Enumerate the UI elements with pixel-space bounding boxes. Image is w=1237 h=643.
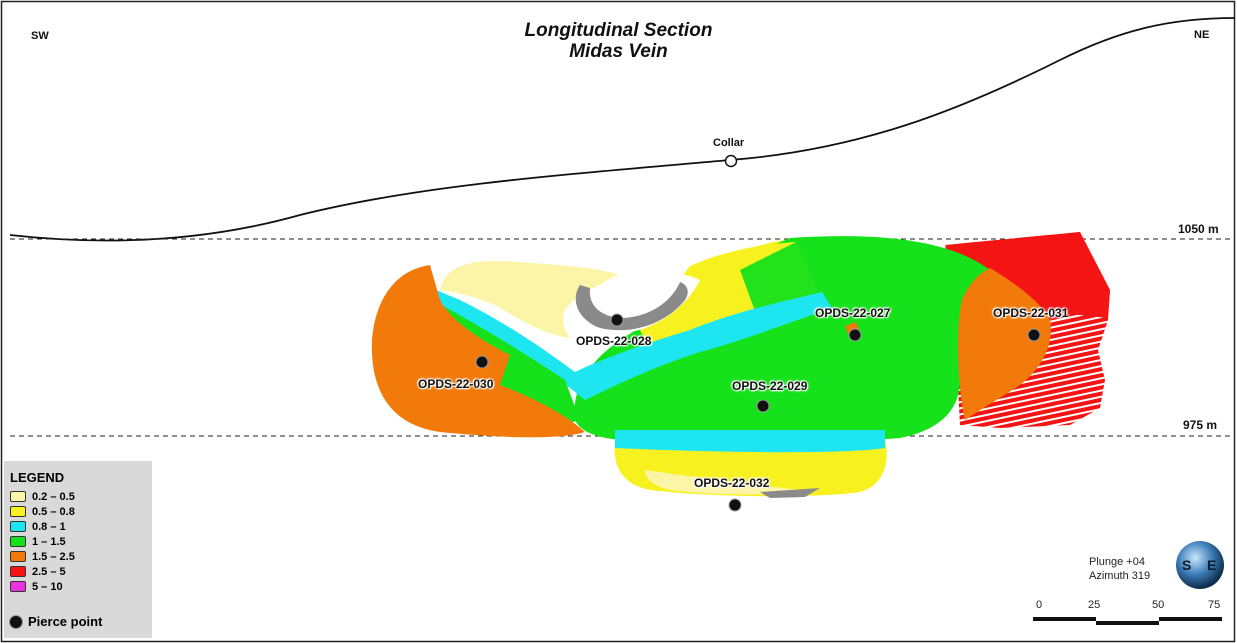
figure-title-line2: Midas Vein (569, 41, 668, 62)
legend-item: 0.5 – 0.8 (10, 505, 75, 518)
grade-shell-grey-crescent (575, 282, 688, 331)
legend-item: 0.2 – 0.5 (10, 490, 75, 503)
grade-shell-pale-crescent-left (440, 260, 620, 338)
direction-ne: NE (1194, 29, 1210, 41)
elevation-label-975: 975 m (1183, 418, 1218, 432)
collar-label: Collar (713, 137, 745, 149)
compass-globe-icon (1176, 541, 1224, 589)
grade-shell-orange-left (371, 265, 585, 438)
compass-e-label: E (1207, 557, 1217, 573)
pierce-point-opds-22-030 (475, 355, 489, 369)
pierce-point-opds-22-027 (848, 328, 862, 342)
azimuth-label: Azimuth 319 (1089, 570, 1151, 582)
drill-hole-label: OPDS-22-029 (732, 379, 808, 393)
legend-swatch (10, 581, 26, 592)
plunge-label: Plunge +04 (1089, 556, 1145, 568)
direction-sw: SW (31, 30, 49, 42)
grade-shell-cyan-band (436, 290, 832, 400)
grade-shell-grey-lower (760, 488, 820, 498)
drill-hole-label: OPDS-22-028 (576, 334, 652, 348)
pierce-point-opds-22-028 (610, 313, 624, 327)
compass-s-label: S (1182, 557, 1192, 573)
legend-swatch (10, 521, 26, 532)
legend-pierce-point: Pierce point (10, 614, 102, 629)
elevation-label-1050: 1050 m (1178, 222, 1219, 236)
grade-shell-green-main (574, 236, 990, 442)
grade-shell-red-top (945, 232, 1110, 318)
legend-title: LEGEND (10, 470, 65, 485)
scale-tick-label: 25 (1088, 599, 1101, 611)
collar-marker (724, 154, 738, 168)
pierce-point-opds-22-031 (1027, 328, 1041, 342)
legend-item: 2.5 – 5 (10, 565, 66, 578)
legend-swatch (10, 566, 26, 577)
legend-item: 5 – 10 (10, 580, 63, 593)
scale-tick-label: 0 (1036, 599, 1043, 611)
figure-title-line1: Longitudinal Section (524, 20, 713, 41)
legend-item: 0.8 – 1 (10, 520, 66, 533)
drill-hole-label: OPDS-22-031 (993, 306, 1069, 320)
surface-profile-line (9, 17, 1236, 242)
legend-swatch (10, 506, 26, 517)
scale-tick-label: 75 (1208, 599, 1221, 611)
pierce-point-icon (10, 615, 22, 628)
drill-hole-label: OPDS-22-032 (694, 476, 770, 490)
legend-swatch (10, 551, 26, 562)
pierce-point-opds-22-032 (728, 498, 742, 512)
legend-swatch (10, 536, 26, 547)
grade-shell-orange-right (958, 268, 1051, 420)
legend-panel: LEGEND 0.2 – 0.5 0.5 – 0.8 0.8 – 1 1 – 1… (4, 461, 152, 638)
pierce-points (475, 313, 1041, 512)
pierce-point-opds-22-029 (756, 399, 770, 413)
drill-hole-label: OPDS-22-030 (418, 377, 494, 391)
grade-shell-cyan-lower (615, 430, 885, 453)
scale-tick-label: 50 (1152, 599, 1165, 611)
drill-hole-label: OPDS-22-027 (815, 306, 891, 320)
grade-shell-model (371, 232, 1110, 498)
legend-item: 1 – 1.5 (10, 535, 66, 548)
legend-swatch (10, 491, 26, 502)
grade-shell-pale-lower (645, 470, 800, 495)
legend-item: 1.5 – 2.5 (10, 550, 75, 563)
scale-bar (1033, 617, 1222, 625)
